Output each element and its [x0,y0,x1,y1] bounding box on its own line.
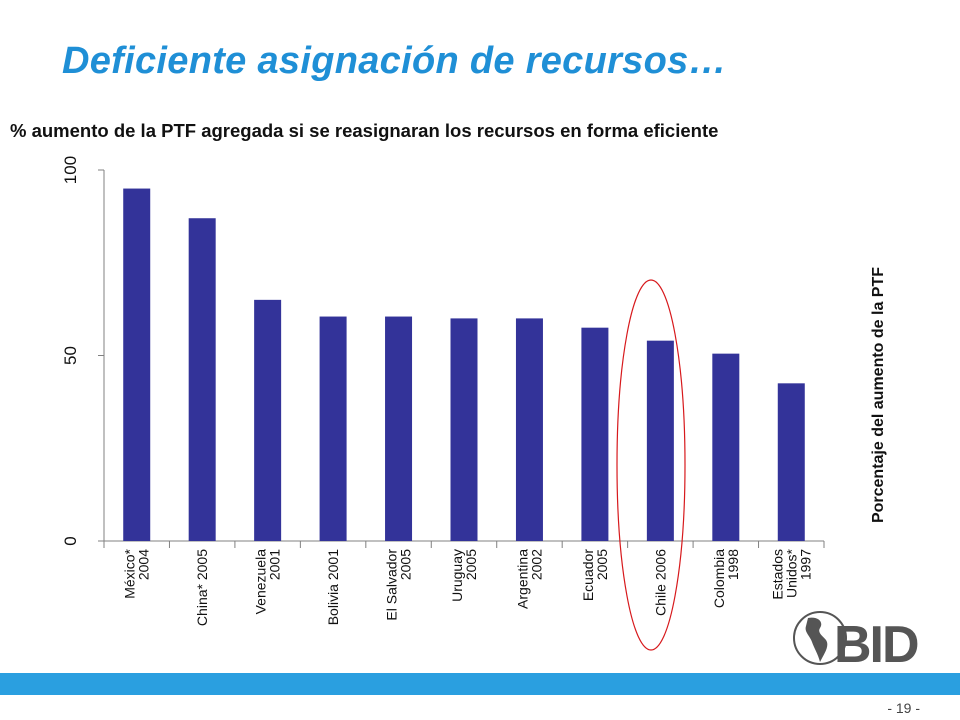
bid-logo: BID [793,611,920,670]
chart-title: % aumento de la PTF agregada si se reasi… [10,120,719,141]
bar [254,299,282,541]
x-tick-label: 2004 [136,549,152,580]
logo-text: BID [834,616,918,670]
bars [123,188,805,542]
x-tick-label-group: México*2004 [122,548,152,598]
y-axis-label: Porcentaje del aumento de la PTF [870,267,887,523]
x-tick-label: Unidos* [783,548,799,598]
bar [188,218,216,542]
bar [450,318,478,541]
y-ticks: 0 50 100 [61,156,104,546]
bar [123,188,151,542]
x-tick-label: El Salvador [384,549,400,621]
y-tick-label: 0 [61,536,80,545]
x-tick-label-group: Chile 2006 [652,549,668,616]
x-tick-label: Argentina [514,549,530,609]
footer-bar [0,673,960,695]
x-tick-label-group: China* 2005 [194,549,210,626]
x-tick-label: Ecuador [580,549,596,601]
x-tick-label: Bolivia 2001 [325,549,341,625]
y-tick-label: 50 [61,346,80,365]
x-tick-label: 2005 [594,549,610,580]
x-tick-label: 1998 [725,549,741,580]
x-tick-label: 1997 [797,549,813,580]
x-tick-label: Colombia [711,549,727,608]
x-tick-label: Uruguay [449,549,465,602]
x-tick-label: China* 2005 [194,549,210,626]
slide-title: Deficiente asignación de recursos… [62,40,727,82]
bar [712,353,740,541]
bar [515,318,543,541]
x-tick-label-group: Bolivia 2001 [325,549,341,625]
highlight-ellipse [616,279,686,651]
bar [319,316,347,541]
x-tick-label: Chile 2006 [652,549,668,616]
x-tick-label: Venezuela [253,549,269,615]
bar [581,327,609,541]
y-tick-label: 100 [61,156,80,184]
x-tick-label: 2001 [267,549,283,580]
page-number: - 19 - [887,700,920,716]
americas-icon [805,617,828,662]
bar [646,340,674,541]
x-tick-label: 2005 [463,549,479,580]
x-ticks [103,541,825,548]
x-tick-label: Estados [769,549,785,600]
x-tick-label: 2002 [528,549,544,580]
bar [777,383,805,541]
bar [385,316,413,541]
x-tick-label: 2005 [398,549,414,580]
x-tick-label: México* [122,548,138,598]
